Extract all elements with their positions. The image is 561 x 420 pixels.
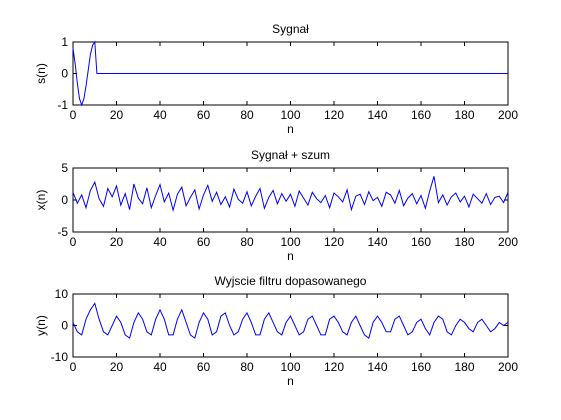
y-tick-label: 0 — [61, 67, 68, 81]
y-tick-label: 5 — [61, 161, 68, 175]
x-tick-label: 140 — [367, 235, 387, 249]
x-tick-label: 20 — [110, 360, 124, 374]
x-tick-label: 80 — [240, 360, 254, 374]
x-tick-label: 120 — [324, 108, 344, 122]
x-tick-label: 80 — [240, 108, 254, 122]
chart-title: Sygnał + szum — [251, 148, 330, 162]
x-tick-label: 0 — [70, 235, 77, 249]
x-tick-label: 0 — [70, 360, 77, 374]
x-tick-label: 160 — [411, 360, 431, 374]
y-tick-label: -1 — [57, 98, 68, 112]
chart-title: Wyjscie filtru dopasowanego — [215, 274, 367, 288]
x-axis-label: n — [287, 249, 294, 263]
x-tick-label: 20 — [110, 108, 124, 122]
chart-title: Sygnał — [272, 22, 309, 36]
x-tick-label: 60 — [197, 360, 211, 374]
y-axis-label: x(n) — [34, 190, 48, 211]
signal-line — [72, 302, 509, 339]
x-tick-label: 200 — [498, 235, 518, 249]
x-tick-label: 160 — [411, 108, 431, 122]
x-tick-label: 120 — [324, 235, 344, 249]
x-tick-label: 100 — [280, 108, 300, 122]
y-tick-label: 0 — [61, 193, 68, 207]
x-tick-label: 60 — [197, 108, 211, 122]
y-tick-label: 10 — [55, 287, 69, 301]
x-tick-label: 180 — [454, 235, 474, 249]
y-tick-label: -10 — [51, 350, 69, 364]
x-tick-label: 100 — [280, 360, 300, 374]
signal-line — [72, 176, 509, 213]
x-tick-label: 180 — [454, 360, 474, 374]
x-tick-label: 80 — [240, 235, 254, 249]
axes-box — [72, 167, 509, 233]
x-tick-label: 60 — [197, 235, 211, 249]
x-tick-label: 140 — [367, 360, 387, 374]
axes-box — [72, 293, 509, 358]
x-tick-label: 0 — [70, 108, 77, 122]
x-tick-label: 120 — [324, 360, 344, 374]
y-axis-label: s(n) — [34, 63, 48, 84]
y-tick-label: 1 — [61, 35, 68, 49]
x-tick-label: 20 — [110, 235, 124, 249]
x-tick-label: 200 — [498, 360, 518, 374]
x-tick-label: 140 — [367, 108, 387, 122]
x-tick-label: 180 — [454, 108, 474, 122]
x-axis-label: n — [287, 374, 294, 388]
x-tick-label: 40 — [153, 108, 167, 122]
y-tick-label: -5 — [57, 225, 68, 239]
x-tick-label: 40 — [153, 235, 167, 249]
x-tick-label: 200 — [498, 108, 518, 122]
signal-line — [72, 40, 508, 107]
y-tick-label: 0 — [61, 319, 68, 333]
y-axis-label: y(n) — [34, 315, 48, 336]
x-axis-label: n — [287, 122, 294, 136]
x-tick-label: 100 — [280, 235, 300, 249]
x-tick-label: 40 — [153, 360, 167, 374]
x-tick-label: 160 — [411, 235, 431, 249]
